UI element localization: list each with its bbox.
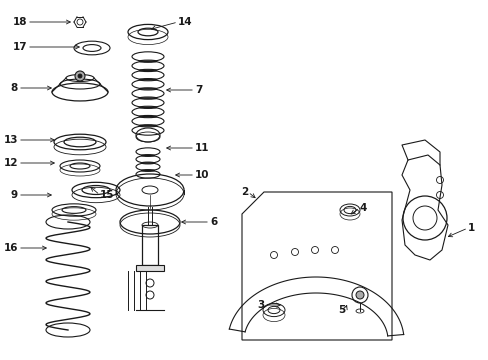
Text: 17: 17 [12, 42, 27, 52]
Text: 3: 3 [257, 300, 264, 310]
Text: 11: 11 [195, 143, 209, 153]
Text: 14: 14 [178, 17, 192, 27]
Text: 6: 6 [209, 217, 217, 227]
Text: 10: 10 [195, 170, 209, 180]
Circle shape [355, 291, 363, 299]
Circle shape [78, 74, 82, 78]
Text: 8: 8 [11, 83, 18, 93]
Bar [142, 225, 158, 265]
Text: 9: 9 [11, 190, 18, 200]
Text: 13: 13 [3, 135, 18, 145]
Text: 16: 16 [3, 243, 18, 253]
Text: 12: 12 [3, 158, 18, 168]
Text: 1: 1 [467, 223, 474, 233]
Text: 7: 7 [195, 85, 202, 95]
Circle shape [75, 71, 85, 81]
Text: 5: 5 [337, 305, 345, 315]
Bar [136, 265, 163, 271]
Text: 4: 4 [359, 203, 366, 213]
Text: 18: 18 [13, 17, 27, 27]
Text: 15: 15 [100, 190, 114, 200]
Text: 2: 2 [240, 187, 247, 197]
